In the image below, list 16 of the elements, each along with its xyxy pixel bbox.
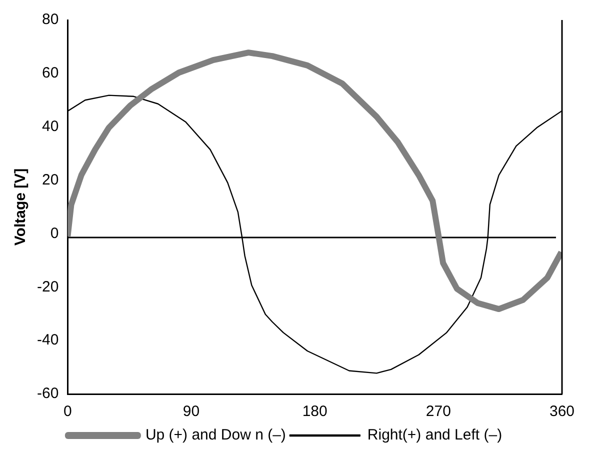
legend-label: Right(+) and Left (–)	[367, 426, 502, 444]
legend-label: Up (+) and Dow n (–)	[145, 426, 286, 444]
x-tick-label: 180	[302, 403, 328, 420]
y-tick-label: -40	[36, 332, 59, 349]
x-tick-label: 270	[426, 403, 451, 420]
y-tick-label: 80	[42, 11, 59, 28]
y-tick-label: -60	[36, 385, 59, 402]
y-axis-title: Voltage [V]	[12, 168, 30, 246]
y-tick-label: 60	[42, 64, 59, 82]
y-tick-label: 20	[42, 171, 59, 188]
y-tick-label: 0	[50, 224, 59, 242]
x-tick-label: 0	[64, 403, 72, 420]
x-tick-label: 90	[182, 403, 200, 420]
x-tick-label: 360	[549, 403, 575, 420]
y-tick-label: 40	[42, 118, 59, 135]
y-tick-label: -20	[36, 278, 59, 296]
